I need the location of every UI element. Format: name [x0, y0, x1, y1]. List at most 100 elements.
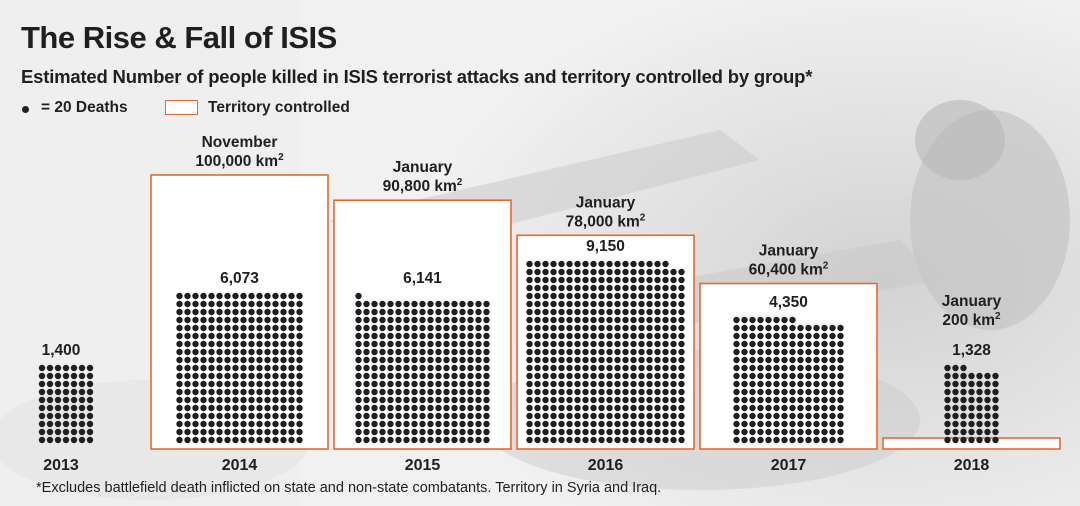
- death-dot: [797, 372, 804, 380]
- death-dot: [208, 300, 215, 308]
- death-dot: [526, 300, 533, 308]
- death-dot: [797, 380, 804, 388]
- death-dot: [558, 340, 565, 348]
- death-dot: [232, 324, 239, 332]
- death-dot: [443, 372, 450, 380]
- death-dot: [483, 404, 490, 412]
- death-dot: [741, 404, 748, 412]
- death-dot: [467, 388, 474, 396]
- death-dot: [192, 364, 199, 372]
- death-dot: [590, 340, 597, 348]
- death-dot: [638, 268, 645, 276]
- death-dot: [821, 332, 828, 340]
- death-dot: [216, 396, 223, 404]
- death-dot: [821, 380, 828, 388]
- death-dot: [296, 388, 303, 396]
- death-dot: [534, 268, 541, 276]
- death-dot: [805, 324, 812, 332]
- death-dot: [208, 436, 215, 444]
- death-dot: [459, 428, 466, 436]
- death-dot: [773, 436, 780, 444]
- death-dot: [598, 324, 605, 332]
- death-dot: [427, 300, 434, 308]
- death-dot: [280, 300, 287, 308]
- death-dot: [757, 404, 764, 412]
- death-dot: [224, 316, 231, 324]
- death-dot: [646, 404, 653, 412]
- death-dot: [475, 356, 482, 364]
- death-dot: [78, 436, 86, 444]
- death-dot: [630, 364, 637, 372]
- death-dot: [558, 300, 565, 308]
- death-dot: [968, 388, 975, 396]
- death-dot: [654, 436, 661, 444]
- death-dot: [638, 316, 645, 324]
- death-dot: [670, 268, 677, 276]
- death-dot: [232, 292, 239, 300]
- death-dot: [264, 356, 271, 364]
- death-dot: [475, 428, 482, 436]
- death-dot: [654, 364, 661, 372]
- death-dot: [184, 436, 191, 444]
- death-dot: [670, 420, 677, 428]
- death-dot: [765, 380, 772, 388]
- death-dot: [288, 436, 295, 444]
- year-label: 2014: [222, 457, 258, 474]
- death-dot: [813, 388, 820, 396]
- death-dot: [467, 404, 474, 412]
- death-dot: [960, 396, 967, 404]
- death-dot: [797, 388, 804, 396]
- death-dot: [467, 372, 474, 380]
- death-dot: [662, 316, 669, 324]
- death-dot: [475, 396, 482, 404]
- death-dot: [773, 316, 780, 324]
- death-dot: [765, 348, 772, 356]
- death-dot: [371, 396, 378, 404]
- death-dot: [789, 316, 796, 324]
- death-dot: [654, 372, 661, 380]
- death-dot: [288, 340, 295, 348]
- death-dot: [662, 300, 669, 308]
- death-dot: [837, 380, 844, 388]
- deaths-label: 1,328: [952, 342, 991, 359]
- death-dot: [208, 316, 215, 324]
- death-dot: [224, 404, 231, 412]
- death-dot: [38, 404, 46, 412]
- death-dot: [992, 388, 999, 396]
- death-dot: [435, 396, 442, 404]
- death-dot: [272, 308, 279, 316]
- death-dot: [968, 420, 975, 428]
- death-dot: [670, 380, 677, 388]
- death-dot: [256, 420, 263, 428]
- death-dot: [176, 300, 183, 308]
- death-dot: [749, 364, 756, 372]
- death-dot: [646, 412, 653, 420]
- death-dot: [296, 436, 303, 444]
- death-dot: [976, 380, 983, 388]
- death-dot: [435, 412, 442, 420]
- death-dot: [550, 372, 557, 380]
- death-dot: [781, 372, 788, 380]
- death-dot: [813, 364, 820, 372]
- death-dot: [70, 420, 78, 428]
- death-dot: [419, 420, 426, 428]
- year-label: 2018: [954, 457, 990, 474]
- death-dot: [582, 372, 589, 380]
- death-dot: [829, 356, 836, 364]
- death-dot: [574, 356, 581, 364]
- death-dot: [272, 356, 279, 364]
- death-dot: [952, 420, 959, 428]
- death-dot: [232, 316, 239, 324]
- death-dot: [606, 404, 613, 412]
- death-dot: [558, 436, 565, 444]
- death-dot: [526, 420, 533, 428]
- death-dot: [781, 436, 788, 444]
- death-dot: [741, 340, 748, 348]
- death-dot: [387, 420, 394, 428]
- death-dot: [70, 428, 78, 436]
- death-dot: [443, 404, 450, 412]
- death-dot: [371, 340, 378, 348]
- death-dot: [184, 356, 191, 364]
- death-dot: [232, 364, 239, 372]
